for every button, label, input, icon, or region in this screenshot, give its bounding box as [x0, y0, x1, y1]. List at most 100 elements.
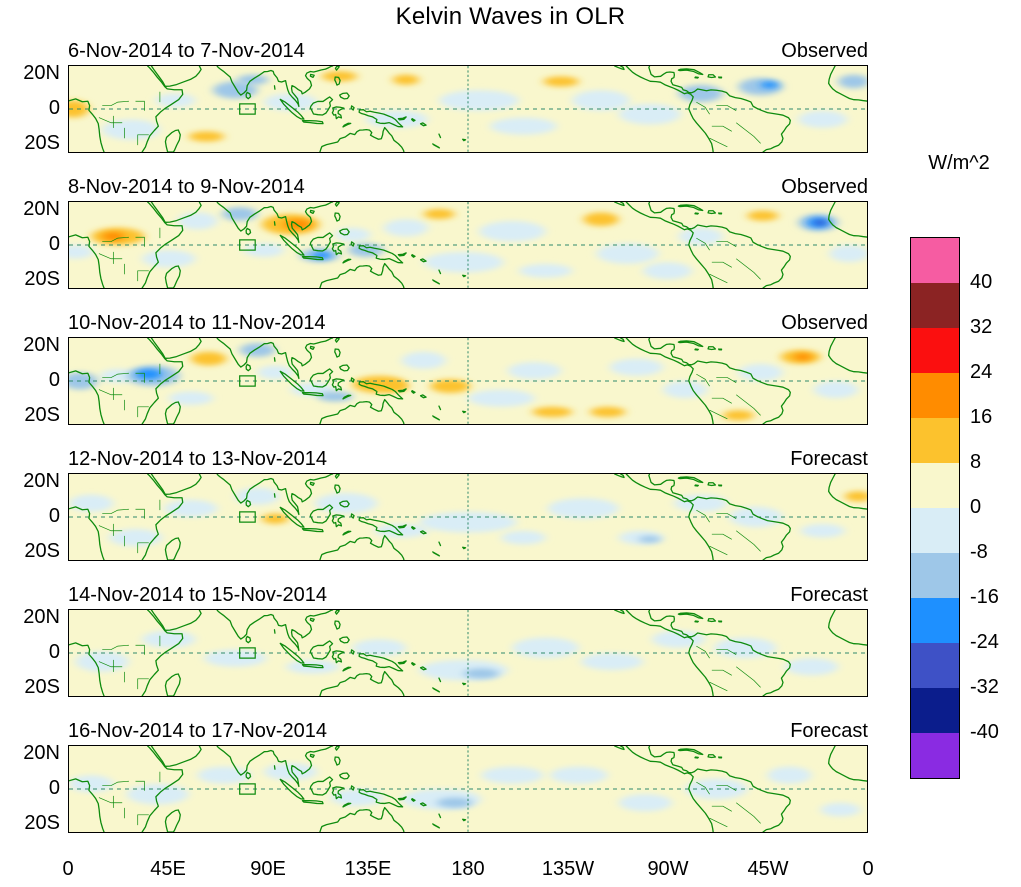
- lat-label: 0: [48, 233, 60, 255]
- colorbar-cell: [911, 598, 959, 643]
- panel-6: 16-Nov-2014 to 17-Nov-2014 Forecast 20N 0 20…: [23, 718, 868, 854]
- colorbar-units-label: W/m^2: [928, 152, 990, 174]
- colorbar-tick-label: 32: [970, 316, 993, 338]
- colorbar-cell: [911, 553, 959, 598]
- panel-source-label: Observed: [781, 176, 868, 198]
- anomaly-blobs: [69, 487, 867, 547]
- colorbar-tick-label: -8: [970, 541, 988, 563]
- colorbar-cell: [911, 373, 959, 418]
- coastlines: [69, 202, 867, 288]
- figure-title: Kelvin Waves in OLR: [395, 3, 626, 30]
- map-canvas: [69, 746, 867, 832]
- lon-label: 45W: [747, 858, 789, 880]
- map-panel-3: [68, 337, 868, 425]
- anomaly-blobs: [69, 207, 867, 280]
- panel-3: 10-Nov-2014 to 11-Nov-2014 Observed 20N 0 20…: [23, 310, 868, 446]
- lat-label: 20S: [24, 132, 60, 154]
- coastlines: [69, 610, 867, 696]
- panel-date-label: 14-Nov-2014 to 15-Nov-2014: [68, 584, 328, 606]
- panel-date-label: 6-Nov-2014 to 7-Nov-2014: [68, 40, 305, 62]
- map-panel-6: [68, 745, 868, 833]
- lon-label: 135E: [344, 858, 392, 880]
- lat-label: 20N: [23, 198, 60, 220]
- map-canvas: [69, 474, 867, 560]
- region-box: [240, 648, 256, 658]
- colorbar-tick-label: -40: [970, 721, 999, 743]
- lat-label: 20S: [24, 404, 60, 426]
- lat-label: 20S: [24, 676, 60, 698]
- gridlines: [69, 338, 867, 424]
- colorbar-tick-label: 0: [970, 496, 982, 518]
- lat-label: 20N: [23, 742, 60, 764]
- colorbar-cell: [911, 733, 959, 778]
- anomaly-blobs: [69, 71, 867, 142]
- lat-label: 0: [48, 505, 60, 527]
- region-box: [240, 376, 256, 386]
- coastlines: [69, 474, 867, 560]
- gridlines: [69, 610, 867, 696]
- lon-label: 90W: [647, 858, 689, 880]
- region-box: [240, 784, 256, 794]
- colorbar-cell: [911, 688, 959, 733]
- coastlines: [69, 746, 867, 832]
- lat-label: 20S: [24, 812, 60, 834]
- panel-2: 8-Nov-2014 to 9-Nov-2014 Observed 20N 0 20S: [23, 174, 868, 310]
- colorbar-cell: [911, 283, 959, 328]
- lat-label: 20N: [23, 606, 60, 628]
- x-axis: 0 45E 90E 135E 180 135W 90W 45W 0: [62, 854, 873, 887]
- map-panel-2: [68, 201, 868, 289]
- colorbar-tick-label: 40: [970, 271, 993, 293]
- colorbar-cell: [911, 643, 959, 688]
- map-panel-1: [68, 65, 868, 153]
- lat-label: 0: [48, 369, 60, 391]
- region-box: [240, 104, 256, 114]
- map-canvas: [69, 610, 867, 696]
- gridlines: [69, 202, 867, 288]
- panel-header: 8-Nov-2014 to 9-Nov-2014 Observed: [68, 174, 868, 200]
- lat-label: 20N: [23, 470, 60, 492]
- lat-label: 0: [48, 777, 60, 799]
- map-panel-5: [68, 609, 868, 697]
- map-canvas: [69, 202, 867, 288]
- map-panel-4: [68, 473, 868, 561]
- colorbar-tick-label: -32: [970, 676, 999, 698]
- panel-1: 6-Nov-2014 to 7-Nov-2014 Observed 20N 0 20S: [23, 38, 868, 174]
- lat-label: 0: [48, 641, 60, 663]
- panel-date-label: 8-Nov-2014 to 9-Nov-2014: [68, 176, 305, 198]
- lon-label: 0: [62, 858, 74, 880]
- lat-label: 0: [48, 97, 60, 119]
- panels-container: 6-Nov-2014 to 7-Nov-2014 Observed 20N 0 20S 8…: [23, 38, 873, 887]
- gridlines: [69, 474, 867, 560]
- panel-header: 12-Nov-2014 to 13-Nov-2014 Forecast: [68, 446, 868, 472]
- lon-label: 0: [862, 858, 874, 880]
- panel-source-label: Forecast: [790, 584, 868, 606]
- lat-label: 20N: [23, 62, 60, 84]
- lon-label: 45E: [150, 858, 186, 880]
- colorbar-tick-label: 24: [970, 361, 993, 383]
- panel-5: 14-Nov-2014 to 15-Nov-2014 Forecast 20N 0 20…: [23, 582, 868, 718]
- region-box: [240, 240, 256, 250]
- map-canvas: [69, 338, 867, 424]
- lon-label: 180: [451, 858, 485, 880]
- colorbar: [910, 237, 960, 779]
- panel-4: 12-Nov-2014 to 13-Nov-2014 Forecast 20N 0 20…: [23, 446, 868, 582]
- colorbar-cell: [911, 418, 959, 463]
- colorbar-cell: [911, 238, 959, 283]
- region-box: [240, 512, 256, 522]
- lat-label: 20S: [24, 540, 60, 562]
- colorbar-cell: [911, 463, 959, 508]
- gridlines: [69, 746, 867, 832]
- coastlines: [69, 338, 867, 424]
- map-canvas: [69, 66, 867, 152]
- colorbar-tick-label: 8: [970, 451, 982, 473]
- lon-label: 135W: [541, 858, 595, 880]
- colorbar-tick-label: -16: [970, 586, 999, 608]
- panel-source-label: Observed: [781, 312, 868, 334]
- lat-label: 20S: [24, 268, 60, 290]
- panel-source-label: Forecast: [790, 720, 868, 742]
- lon-label: 90E: [250, 858, 286, 880]
- panel-date-label: 16-Nov-2014 to 17-Nov-2014: [68, 720, 328, 742]
- colorbar-tick-label: -24: [970, 631, 999, 653]
- panel-header: 10-Nov-2014 to 11-Nov-2014 Observed: [68, 310, 868, 336]
- gridlines: [69, 66, 867, 152]
